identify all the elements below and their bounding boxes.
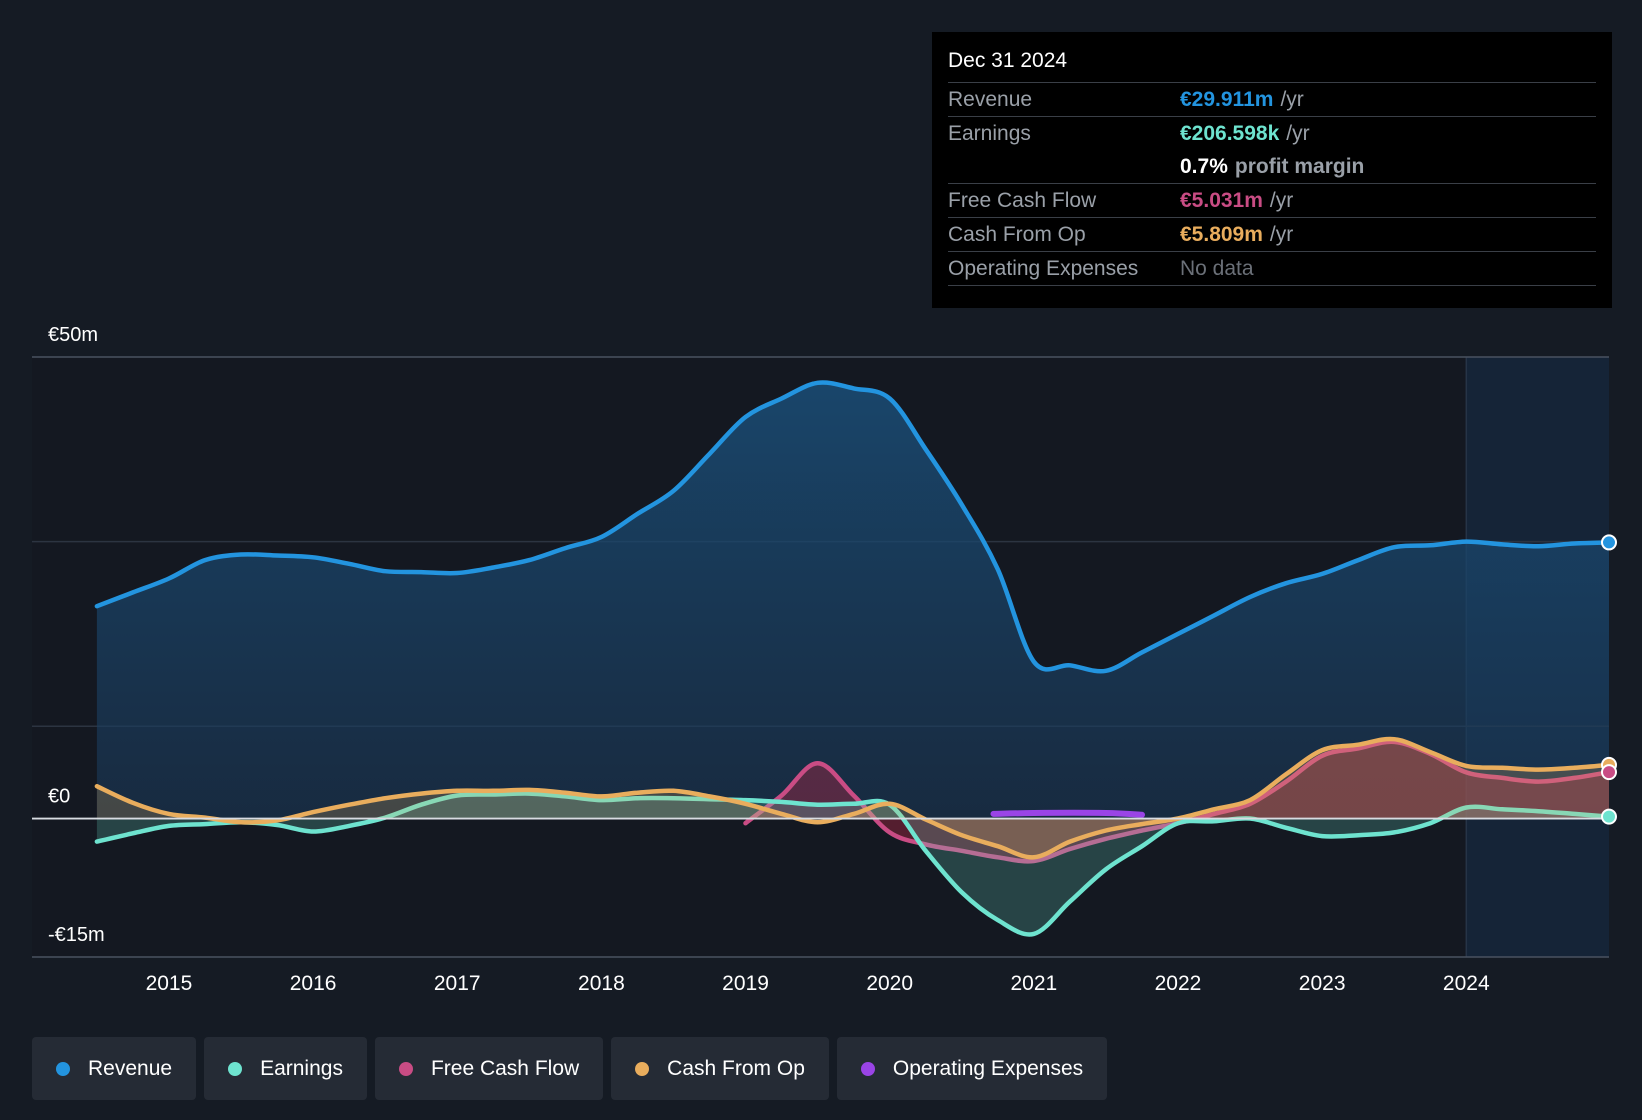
end-markers (1601, 534, 1617, 825)
legend-label: Free Cash Flow (430, 1056, 580, 1080)
x-tick-label: 2017 (434, 972, 481, 995)
tooltip-row-cfo: Cash From Op €5.809m /yr (948, 217, 1596, 251)
revenue-end-marker (1601, 534, 1617, 551)
chart-legend: Revenue Earnings Free Cash Flow Cash Fro… (32, 1037, 1108, 1100)
y-tick-label: €50m (48, 324, 98, 346)
legend-item-free-cash-flow[interactable]: Free Cash Flow (374, 1037, 604, 1100)
tooltip-revenue-label: Revenue (948, 87, 1033, 111)
legend-dot-icon (635, 1061, 650, 1076)
operating-expenses-line (990, 809, 1145, 818)
y-axis-labels: €50m €0 -€15m (48, 324, 105, 946)
tooltip-cfo-value: €5.809m (1180, 222, 1263, 246)
free-cash-flow-area (745, 741, 1609, 862)
revenue-line (94, 380, 1612, 674)
x-tick-label: 2016 (290, 972, 337, 995)
series-layer (94, 380, 1612, 937)
revenue-area (96, 382, 1609, 819)
x-axis-labels: 2015 2016 2017 2018 2019 2020 2021 2022 2023 2024 (146, 972, 1490, 995)
legend-label: Cash From Op (667, 1056, 805, 1080)
cash-from-op-line (94, 736, 1612, 860)
tooltip-cfo-label: Cash From Op (948, 222, 1086, 246)
tooltip-earnings-label: Earnings (948, 121, 1031, 145)
tooltip-row-opex: Operating Expenses No data (948, 251, 1596, 286)
x-tick-label: 2024 (1443, 972, 1490, 995)
legend-dot-icon (398, 1061, 413, 1076)
x-tick-label: 2021 (1010, 972, 1057, 995)
legend-item-cash-from-op[interactable]: Cash From Op (611, 1037, 829, 1100)
y-tick-label: €0 (48, 786, 70, 808)
earnings-line (94, 791, 1612, 937)
tooltip-fcf-label: Free Cash Flow (948, 188, 1097, 212)
legend-label: Revenue (88, 1056, 173, 1080)
tooltip-fcf-value: €5.031m (1180, 188, 1263, 212)
legend-item-earnings[interactable]: Earnings (204, 1037, 367, 1100)
legend-item-revenue[interactable]: Revenue (32, 1037, 197, 1100)
tooltip-margin-value: 0.7% (1180, 154, 1228, 178)
x-tick-label: 2018 (578, 972, 625, 995)
x-tick-label: 2022 (1155, 972, 1202, 995)
legend-label: Operating Expenses (892, 1056, 1084, 1080)
tooltip-margin-text: profit margin (1234, 154, 1365, 178)
free-cash-flow-end-marker (1601, 764, 1617, 781)
tooltip-revenue-value: €29.911m (1180, 87, 1274, 111)
tooltip-earnings-unit: /yr (1286, 121, 1310, 145)
legend-dot-icon (56, 1061, 70, 1076)
y-tick-label: -€15m (48, 924, 105, 946)
tooltip-revenue-unit: /yr (1280, 87, 1304, 111)
tooltip-row-fcf: Free Cash Flow €5.031m /yr (948, 183, 1596, 217)
legend-item-operating-expenses[interactable]: Operating Expenses (836, 1037, 1108, 1100)
x-tick-label: 2023 (1299, 972, 1346, 995)
tooltip-earnings-value: €206.598k (1180, 121, 1280, 145)
legend-dot-icon (860, 1061, 875, 1076)
tooltip-opex-value: No data (1180, 256, 1254, 280)
x-tick-label: 2015 (146, 972, 193, 995)
tooltip-row-earnings: Earnings €206.598k /yr (948, 116, 1596, 150)
tooltip-date: Dec 31 2024 (948, 49, 1068, 72)
tooltip-opex-label: Operating Expenses (948, 256, 1139, 280)
legend-label: Earnings (260, 1056, 343, 1080)
legend-dot-icon (228, 1061, 243, 1076)
tooltip-cfo-unit: /yr (1269, 222, 1294, 246)
x-tick-label: 2019 (722, 972, 769, 995)
data-tooltip: Dec 31 2024 Revenue €29.911m /yr Earning… (932, 32, 1612, 308)
tooltip-fcf-unit: /yr (1269, 188, 1294, 212)
tooltip-row-revenue: Revenue €29.911m /yr (948, 82, 1596, 116)
earnings-end-marker (1601, 808, 1617, 825)
x-tick-label: 2020 (866, 972, 913, 995)
tooltip-row-margin: 0.7% profit margin (948, 150, 1596, 183)
